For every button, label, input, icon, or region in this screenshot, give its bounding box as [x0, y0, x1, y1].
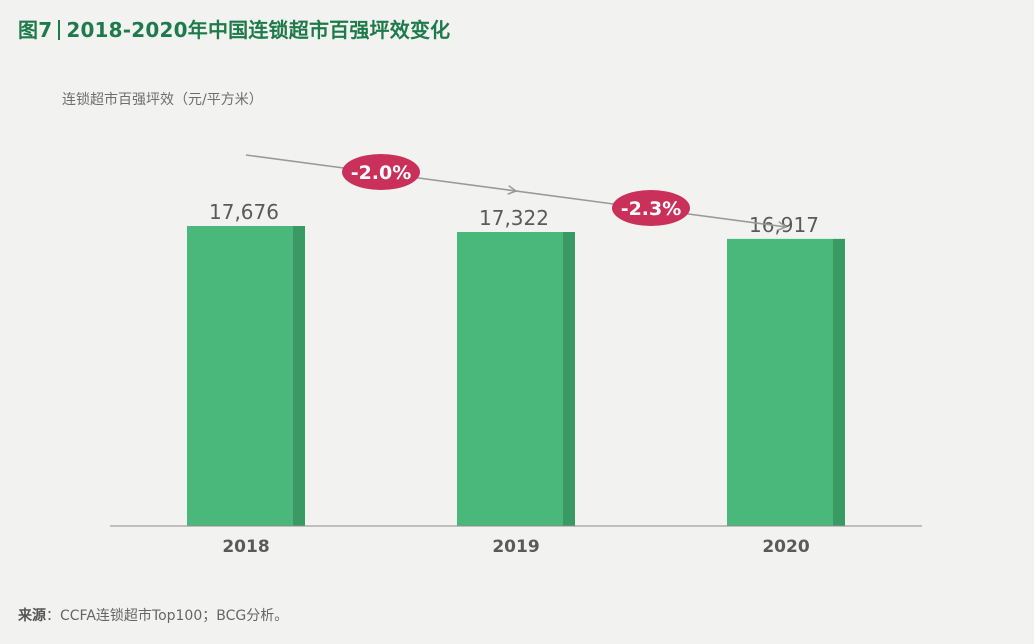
- trend-layer: -2.0% -2.3%: [245, 154, 788, 231]
- bar-shade-2020: [833, 238, 845, 526]
- x-tick-2019: 2019: [492, 537, 539, 557]
- source-note: 来源：CCFA连锁超市Top100；BCG分析。: [18, 605, 288, 625]
- figure-number: 图7: [18, 18, 53, 42]
- source-colon: ：: [46, 608, 60, 624]
- data-label-2019: 17,322: [479, 206, 549, 230]
- change-badge-2019: [342, 154, 420, 190]
- change-badge-label-2019: -2.0%: [351, 162, 412, 184]
- bar-2018: [187, 226, 293, 526]
- source-label: 来源: [18, 608, 46, 624]
- trend-arrow-end: [777, 221, 788, 231]
- title-divider: [58, 20, 61, 40]
- y-axis-label: 连锁超市百强坪效（元/平方米）: [62, 92, 263, 108]
- figure-title: 图7 2018-2020年中国连锁超市百强坪效变化: [18, 14, 450, 43]
- source-text: CCFA连锁超市Top100；BCG分析。: [60, 608, 289, 624]
- change-badge-label-2020: -2.3%: [621, 198, 682, 220]
- bars-layer: 17,676 17,322 16,917: [187, 200, 845, 526]
- bar-2020: [727, 238, 833, 526]
- bar-shade-2018: [293, 226, 305, 526]
- data-label-2018: 17,676: [209, 200, 279, 224]
- x-tick-layer: 2018 2019 2020: [222, 537, 809, 557]
- title-text: 2018-2020年中国连锁超市百强坪效变化: [66, 18, 451, 42]
- trend-arrow-mid: [507, 185, 518, 195]
- bar-2019: [457, 232, 563, 526]
- x-tick-2020: 2020: [762, 537, 809, 557]
- x-tick-2018: 2018: [222, 537, 269, 557]
- bar-shade-2019: [563, 232, 575, 526]
- change-badge-2020: [612, 190, 690, 226]
